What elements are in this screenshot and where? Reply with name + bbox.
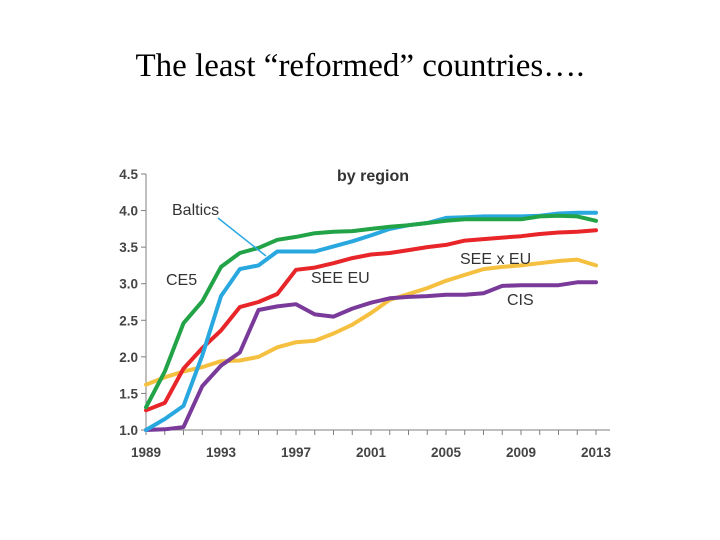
y-tick-label: 2.0 xyxy=(119,350,138,365)
y-tick-label: 3.5 xyxy=(119,240,138,255)
x-tick-label: 2009 xyxy=(506,445,536,460)
y-tick-label: 4.0 xyxy=(119,204,138,219)
series-label-baltics: Baltics xyxy=(172,202,219,219)
x-tick-label: 1989 xyxy=(131,445,161,460)
x-tick-label: 2005 xyxy=(431,445,462,460)
slide-title: The least “reformed” countries…. xyxy=(135,48,585,84)
series-lines xyxy=(144,210,598,432)
y-tick-label: 4.5 xyxy=(119,167,138,182)
y-tick-label: 3.0 xyxy=(119,277,138,292)
y-tick-label: 1.0 xyxy=(119,423,138,438)
series-label-see-eu: SEE EU xyxy=(311,270,370,287)
x-tick-label: 1997 xyxy=(281,445,311,460)
x-tick-label: 2001 xyxy=(356,445,387,460)
series-line-see-eu xyxy=(144,228,598,413)
series-line-baltics xyxy=(144,210,598,432)
series-line-ce5 xyxy=(144,213,598,410)
x-tick-label: 2013 xyxy=(581,445,612,460)
chart-labels: by region Baltics CE5 SEE EU SEE x EU CI… xyxy=(166,168,534,309)
chart-title: by region xyxy=(337,168,409,185)
series-label-cis: CIS xyxy=(507,292,534,309)
series-line-see-x-eu xyxy=(144,257,598,387)
series-label-see-x-eu: SEE x EU xyxy=(460,251,531,268)
x-tick-label: 1993 xyxy=(206,445,237,460)
axes: 1.0 1.5 2.0 2.5 3.0 3.5 4.0 4.5 1989 1993 1997 2001… xyxy=(119,167,611,460)
y-tick-label: 2.5 xyxy=(119,313,138,328)
y-tick-label: 1.5 xyxy=(119,386,138,401)
baltics-pointer-line xyxy=(217,217,267,257)
series-label-ce5: CE5 xyxy=(166,272,197,289)
series-line-cis xyxy=(144,280,598,432)
